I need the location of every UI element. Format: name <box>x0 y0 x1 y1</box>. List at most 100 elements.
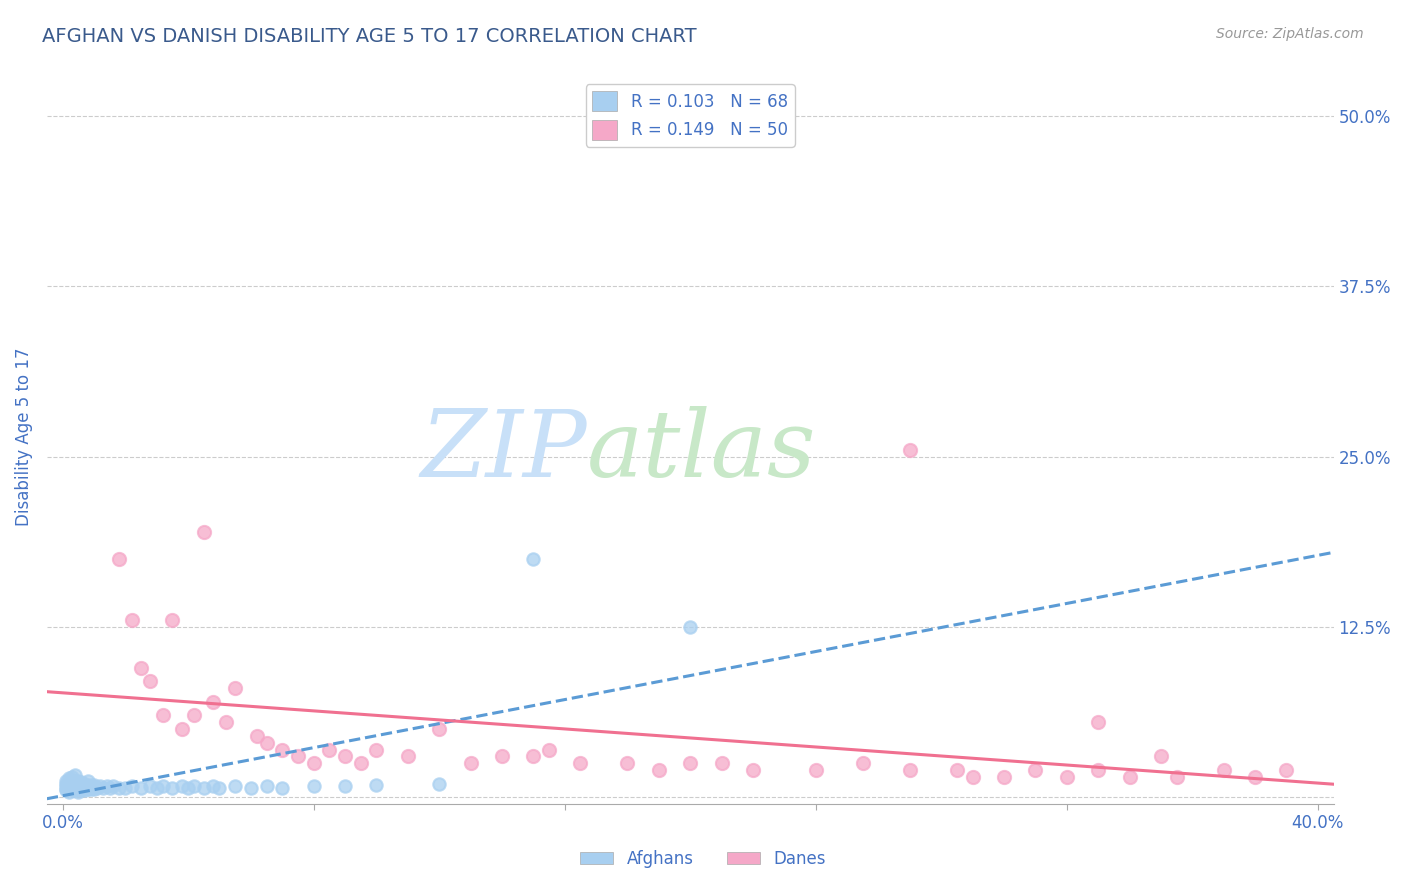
Point <box>1056 770 1078 784</box>
Point <box>162 780 184 795</box>
Point <box>63 768 86 782</box>
Point <box>170 779 193 793</box>
Point <box>333 779 356 793</box>
Point <box>396 749 419 764</box>
Point <box>224 779 246 793</box>
Point <box>70 778 93 792</box>
Point <box>63 783 86 797</box>
Point <box>271 742 294 756</box>
Point <box>63 780 86 795</box>
Point <box>55 779 77 793</box>
Point <box>177 780 200 795</box>
Point <box>98 780 121 795</box>
Point <box>208 780 231 795</box>
Point <box>73 783 96 797</box>
Point <box>460 756 482 771</box>
Point <box>287 749 309 764</box>
Point <box>852 756 875 771</box>
Point <box>63 773 86 788</box>
Point <box>60 780 83 795</box>
Point <box>83 782 105 797</box>
Point <box>73 776 96 790</box>
Point <box>1212 763 1234 777</box>
Point <box>946 763 969 777</box>
Point <box>76 779 98 793</box>
Point <box>108 780 131 795</box>
Point <box>427 722 450 736</box>
Point <box>302 756 325 771</box>
Point <box>67 779 90 793</box>
Point <box>96 779 118 793</box>
Point <box>202 779 225 793</box>
Point <box>215 715 238 730</box>
Point <box>162 613 184 627</box>
Point <box>183 708 205 723</box>
Point <box>898 442 921 457</box>
Point <box>1087 763 1109 777</box>
Point <box>256 736 278 750</box>
Point <box>318 742 340 756</box>
Point <box>246 729 269 743</box>
Point <box>350 756 373 771</box>
Point <box>58 776 80 790</box>
Point <box>193 780 215 795</box>
Point <box>898 763 921 777</box>
Point <box>616 756 638 771</box>
Y-axis label: Disability Age 5 to 17: Disability Age 5 to 17 <box>15 347 32 525</box>
Point <box>427 776 450 790</box>
Point <box>256 779 278 793</box>
Point <box>1118 770 1140 784</box>
Point <box>1024 763 1046 777</box>
Point <box>70 780 93 795</box>
Point <box>537 742 560 756</box>
Point <box>804 763 827 777</box>
Point <box>121 779 143 793</box>
Point <box>60 770 83 784</box>
Point <box>80 782 103 797</box>
Point <box>710 756 733 771</box>
Point <box>70 775 93 789</box>
Point <box>67 785 90 799</box>
Point <box>55 783 77 797</box>
Point <box>1087 715 1109 730</box>
Point <box>183 779 205 793</box>
Point <box>58 779 80 793</box>
Text: AFGHAN VS DANISH DISABILITY AGE 5 TO 17 CORRELATION CHART: AFGHAN VS DANISH DISABILITY AGE 5 TO 17 … <box>42 27 697 45</box>
Point <box>202 695 225 709</box>
Point <box>333 749 356 764</box>
Point <box>86 780 108 795</box>
Point <box>679 756 702 771</box>
Point <box>491 749 513 764</box>
Point <box>366 742 388 756</box>
Point <box>962 770 984 784</box>
Text: ZIP: ZIP <box>420 406 588 496</box>
Point <box>58 782 80 797</box>
Point <box>80 778 103 792</box>
Point <box>89 779 111 793</box>
Point <box>1244 770 1267 784</box>
Point <box>67 782 90 797</box>
Point <box>70 783 93 797</box>
Point <box>522 551 544 566</box>
Point <box>139 779 162 793</box>
Point <box>742 763 765 777</box>
Point <box>55 773 77 788</box>
Point <box>121 613 143 627</box>
Point <box>55 782 77 797</box>
Point <box>170 722 193 736</box>
Point <box>101 779 124 793</box>
Point <box>648 763 671 777</box>
Point <box>302 779 325 793</box>
Point <box>76 773 98 788</box>
Point <box>83 778 105 792</box>
Point <box>114 780 136 795</box>
Point <box>129 661 152 675</box>
Point <box>108 551 131 566</box>
Point <box>522 749 544 764</box>
Legend: Afghans, Danes: Afghans, Danes <box>574 844 832 875</box>
Point <box>60 783 83 797</box>
Point <box>58 771 80 785</box>
Point <box>1275 763 1298 777</box>
Point <box>569 756 592 771</box>
Text: atlas: atlas <box>588 406 817 496</box>
